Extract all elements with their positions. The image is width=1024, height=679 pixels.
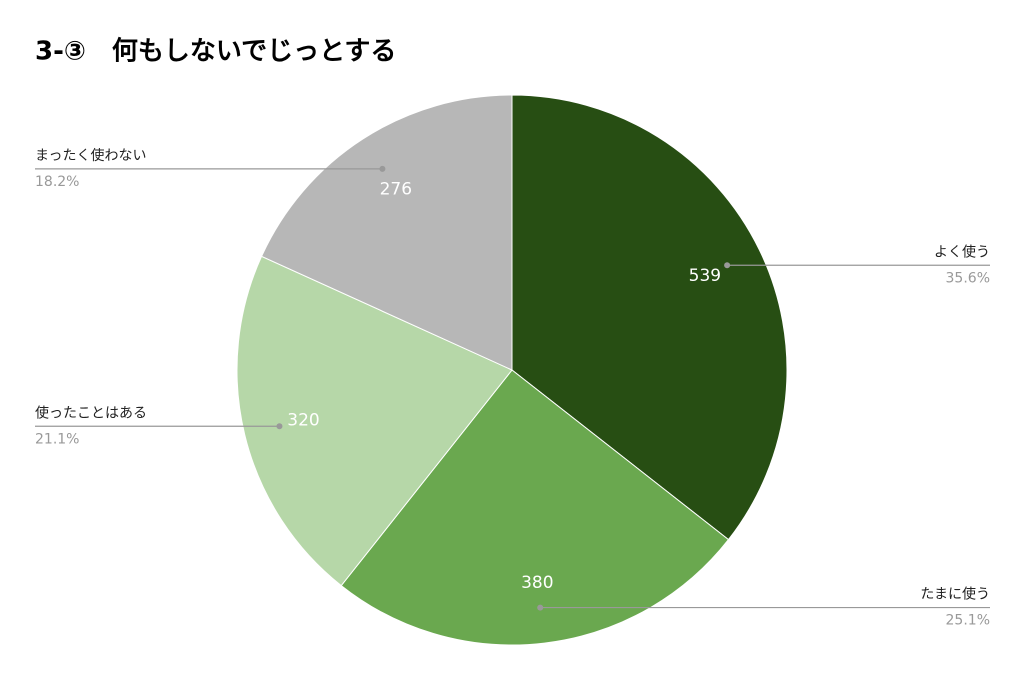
value-label: 276 [380,180,412,200]
value-label: 380 [521,573,553,593]
percent-label: 25.1% [946,613,990,629]
leader-dot [537,604,544,611]
pie-slice [260,94,513,371]
percent-label: 21.1% [35,431,79,447]
pie-slice [340,369,730,646]
chart-title: 3-③ 何もしないでじっとする [35,37,396,67]
leader-dot [379,165,386,172]
leader-dot [276,423,283,430]
category-label: 使ったことはある [35,404,147,421]
pie-slice [236,255,513,587]
value-label: 539 [689,266,721,286]
percent-label: 18.2% [35,174,79,190]
category-label: たまに使う [920,586,990,603]
pie-slice [511,94,788,541]
category-label: よく使う [934,243,990,260]
value-label: 320 [287,410,319,430]
leader-dot [724,262,731,269]
percent-label: 35.6% [946,270,990,286]
category-label: まったく使わない [35,147,146,164]
